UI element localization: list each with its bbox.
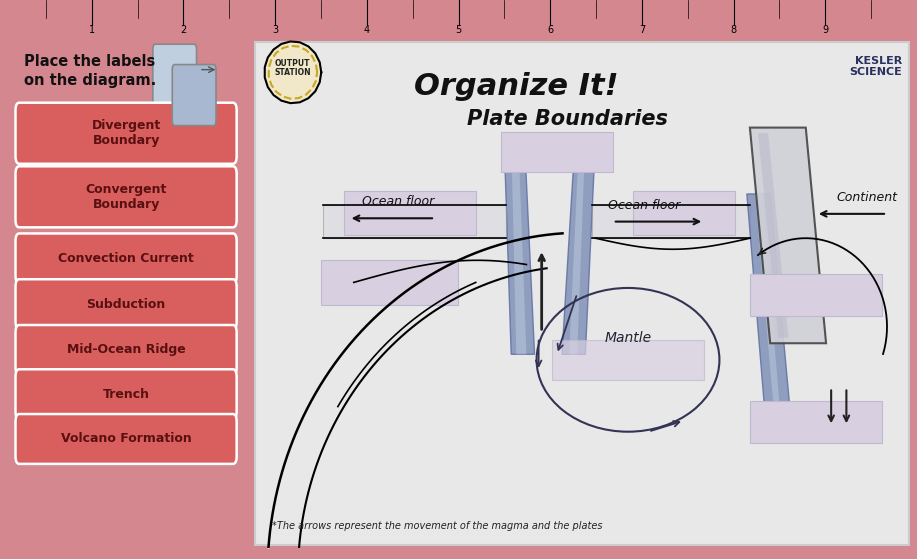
FancyBboxPatch shape [16,234,237,283]
Text: Ocean floor: Ocean floor [362,195,434,209]
Polygon shape [758,133,789,338]
Text: 1: 1 [89,25,94,35]
FancyBboxPatch shape [633,191,735,235]
Polygon shape [750,127,826,343]
Text: 5: 5 [456,25,461,35]
FancyBboxPatch shape [16,280,237,329]
FancyBboxPatch shape [153,44,196,105]
FancyBboxPatch shape [16,414,237,464]
Text: Organize It!: Organize It! [414,72,619,101]
Polygon shape [265,41,321,103]
Text: Subduction: Subduction [86,297,166,311]
Polygon shape [511,139,526,354]
FancyBboxPatch shape [552,340,704,380]
FancyBboxPatch shape [501,132,613,172]
Text: *The arrows represent the movement of the magma and the plates: *The arrows represent the movement of th… [272,521,603,531]
Text: 3: 3 [272,25,278,35]
Polygon shape [569,139,585,354]
FancyBboxPatch shape [16,325,237,375]
Polygon shape [504,139,535,354]
Text: Continent: Continent [836,191,897,204]
Polygon shape [324,205,506,238]
Text: Volcano Formation: Volcano Formation [61,433,192,446]
Polygon shape [562,139,595,354]
Text: Plate Boundaries: Plate Boundaries [467,109,668,129]
Text: KESLER
SCIENCE: KESLER SCIENCE [849,56,902,77]
Text: Place the labels
on the diagram.: Place the labels on the diagram. [24,54,156,88]
Text: Ocean floor: Ocean floor [608,198,679,212]
Polygon shape [592,205,750,238]
FancyBboxPatch shape [321,260,458,305]
Polygon shape [746,194,790,415]
Text: OUTPUT
STATION: OUTPUT STATION [274,59,311,77]
Text: 4: 4 [364,25,370,35]
FancyBboxPatch shape [16,167,237,228]
Text: Trench: Trench [103,388,149,401]
FancyBboxPatch shape [255,42,910,544]
Text: Divergent
Boundary: Divergent Boundary [92,120,160,147]
FancyBboxPatch shape [344,191,476,235]
Text: Convergent
Boundary: Convergent Boundary [85,183,167,211]
FancyBboxPatch shape [16,103,237,164]
FancyBboxPatch shape [172,65,216,126]
Text: 9: 9 [823,25,828,35]
Text: Convection Current: Convection Current [58,252,194,265]
Text: Mid-Ocean Ridge: Mid-Ocean Ridge [67,343,185,357]
Text: Mantle: Mantle [604,331,652,345]
FancyBboxPatch shape [16,369,237,419]
FancyBboxPatch shape [750,273,882,316]
Polygon shape [755,194,780,415]
Text: 6: 6 [547,25,553,35]
Text: 7: 7 [639,25,645,35]
Text: 2: 2 [181,25,186,35]
FancyBboxPatch shape [750,401,882,443]
Text: 8: 8 [731,25,736,35]
